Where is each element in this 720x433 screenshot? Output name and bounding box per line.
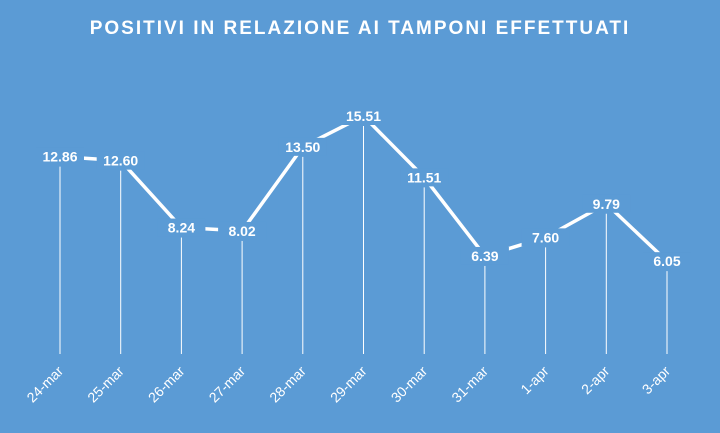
data-label-2-apr: 9.79 — [593, 196, 620, 212]
data-label-bg-30-mar — [400, 168, 449, 187]
data-label-bg-3-apr — [643, 252, 691, 271]
x-tick-label-2-apr: 2-apr — [578, 363, 613, 398]
x-tick-label-3-apr: 3-apr — [639, 363, 674, 398]
data-label-25-mar: 12.60 — [103, 153, 138, 169]
data-label-bg-27-mar — [218, 221, 267, 240]
data-label-1-apr: 7.60 — [532, 229, 559, 245]
x-tick-label-25-mar: 25-mar — [84, 363, 127, 406]
x-tick-label-24-mar: 24-mar — [23, 363, 66, 406]
data-label-26-mar: 8.24 — [168, 220, 195, 236]
data-label-bg-25-mar — [96, 151, 145, 170]
x-tick-label-30-mar: 30-mar — [388, 363, 431, 406]
x-tick-label-26-mar: 26-mar — [145, 363, 188, 406]
x-tick-label-29-mar: 29-mar — [327, 363, 370, 406]
chart-title: POSITIVI IN RELAZIONE AI TAMPONI EFFETTU… — [89, 18, 631, 39]
data-label-bg-26-mar — [157, 218, 206, 237]
data-label-3-apr: 6.05 — [653, 253, 680, 269]
data-label-31-mar: 6.39 — [471, 248, 498, 264]
data-label-29-mar: 15.51 — [346, 108, 381, 124]
data-label-bg-29-mar — [339, 107, 388, 125]
x-tick-label-1-apr: 1-apr — [517, 363, 552, 398]
x-tick-label-31-mar: 31-mar — [448, 363, 491, 406]
data-label-bg-24-mar — [36, 147, 84, 166]
data-label-28-mar: 13.50 — [285, 139, 320, 155]
x-tick-label-27-mar: 27-mar — [206, 363, 249, 406]
data-label-bg-31-mar — [460, 246, 509, 265]
data-label-bg-1-apr — [521, 228, 570, 247]
data-label-27-mar: 8.02 — [228, 223, 255, 239]
data-label-bg-2-apr — [582, 194, 631, 213]
data-label-bg-28-mar — [278, 137, 327, 156]
data-label-24-mar: 12.86 — [42, 149, 77, 165]
data-label-30-mar: 11.51 — [407, 169, 441, 185]
x-tick-label-28-mar: 28-mar — [266, 363, 309, 406]
